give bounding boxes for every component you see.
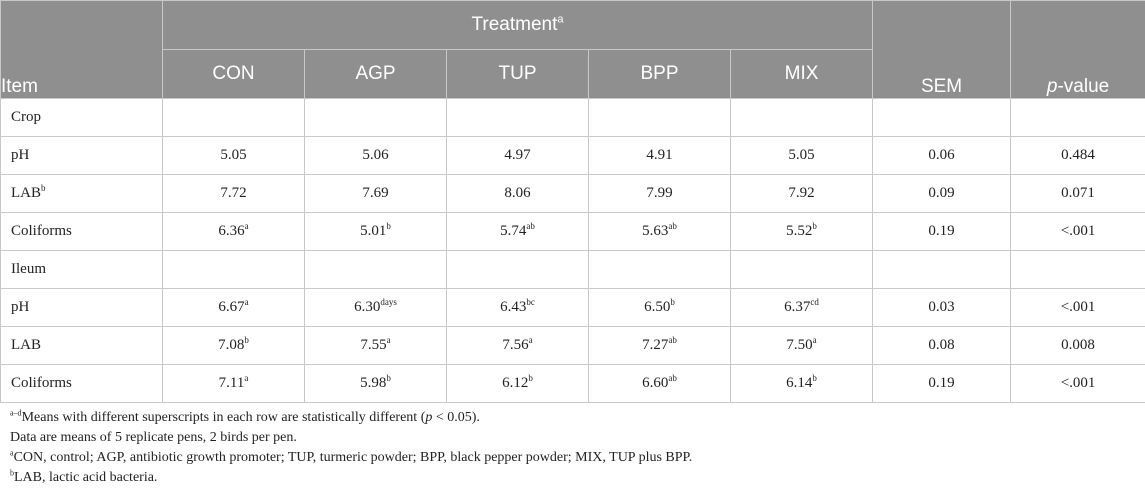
section-label: Ileum bbox=[0, 250, 163, 289]
empty-cell bbox=[872, 250, 1012, 289]
empty-cell bbox=[446, 250, 589, 289]
row-label: Coliforms bbox=[0, 212, 163, 251]
footnote-lab: bLAB, lactic acid bacteria. bbox=[10, 468, 158, 485]
value-cell: 7.56a bbox=[446, 326, 589, 365]
row-label: pH bbox=[0, 136, 163, 175]
value-cell: 7.50a bbox=[729, 326, 874, 365]
header-bpp: BPP bbox=[588, 49, 731, 99]
empty-cell bbox=[588, 98, 731, 137]
value-cell: 5.74ab bbox=[446, 212, 589, 251]
value-cell: 6.36a bbox=[162, 212, 305, 251]
value-cell: 6.67a bbox=[162, 288, 305, 327]
footnote-replicates: Data are means of 5 replicate pens, 2 bi… bbox=[10, 430, 297, 445]
table-row: Coliforms 7.11a 5.98b 6.12b 6.60ab 6.14b 0.19 <… bbox=[0, 364, 1145, 403]
table-body: Crop pH 5.05 5.06 4.97 4.91 5.05 0.06 0.484 LABb 7… bbox=[0, 98, 1145, 403]
pvalue-cell: 0.071 bbox=[1010, 174, 1145, 213]
value-cell: 7.69 bbox=[304, 174, 447, 213]
table-row: pH 6.67a 6.30days 6.43bc 6.50b 6.37cd 0.03 <.00… bbox=[0, 288, 1145, 327]
pvalue-cell: 0.484 bbox=[1010, 136, 1145, 175]
header-sem: SEM bbox=[872, 0, 1012, 99]
header-tup: TUP bbox=[446, 49, 589, 99]
value-cell: 6.50b bbox=[588, 288, 731, 327]
sem-cell: 0.19 bbox=[872, 364, 1012, 403]
row-label: LAB bbox=[0, 326, 163, 365]
empty-cell bbox=[304, 98, 447, 137]
sem-cell: 0.08 bbox=[872, 326, 1012, 365]
empty-cell bbox=[872, 98, 1012, 137]
empty-cell bbox=[162, 98, 305, 137]
value-cell: 4.97 bbox=[446, 136, 589, 175]
value-cell: 6.12b bbox=[446, 364, 589, 403]
header-con: CON bbox=[162, 49, 305, 99]
value-cell: 6.30days bbox=[304, 288, 447, 327]
empty-cell bbox=[1010, 98, 1145, 137]
footnotes: a–dMeans with different superscripts in … bbox=[10, 408, 692, 488]
table-row: LAB 7.08b 7.55a 7.56a 7.27ab 7.50a 0.08 0.008 bbox=[0, 326, 1145, 365]
empty-cell bbox=[446, 98, 589, 137]
header-treatment: Treatmenta bbox=[161, 0, 874, 50]
value-cell: 7.92 bbox=[729, 174, 874, 213]
value-cell: 5.98b bbox=[304, 364, 447, 403]
value-cell: 6.37cd bbox=[729, 288, 874, 327]
table-row: Coliforms 6.36a 5.01b 5.74ab 5.63ab 5.52b 0.19… bbox=[0, 212, 1145, 251]
value-cell: 7.55a bbox=[304, 326, 447, 365]
header-pvalue: p-value bbox=[1010, 0, 1145, 99]
footnote-significance: a–dMeans with different superscripts in … bbox=[10, 408, 480, 425]
row-label: LABb bbox=[0, 174, 163, 213]
header-agp: AGP bbox=[304, 49, 447, 99]
header-mix: MIX bbox=[729, 49, 874, 99]
value-cell: 7.11a bbox=[162, 364, 305, 403]
pvalue-cell: <.001 bbox=[1010, 288, 1145, 327]
value-cell: 5.06 bbox=[304, 136, 447, 175]
sem-cell: 0.03 bbox=[872, 288, 1012, 327]
value-cell: 7.72 bbox=[162, 174, 305, 213]
header-item-label: Item bbox=[1, 76, 38, 97]
value-cell: 5.01b bbox=[304, 212, 447, 251]
section-row: Crop bbox=[0, 98, 1145, 137]
empty-cell bbox=[588, 250, 731, 289]
value-cell: 7.99 bbox=[588, 174, 731, 213]
sem-cell: 0.06 bbox=[872, 136, 1012, 175]
value-cell: 5.63ab bbox=[588, 212, 731, 251]
empty-cell bbox=[162, 250, 305, 289]
empty-cell bbox=[1010, 250, 1145, 289]
pvalue-cell: <.001 bbox=[1010, 212, 1145, 251]
results-table: Item Treatmenta SEM p-value CON AGP TUP … bbox=[0, 0, 1145, 403]
value-cell: 5.05 bbox=[162, 136, 305, 175]
pvalue-cell: 0.008 bbox=[1010, 326, 1145, 365]
value-cell: 8.06 bbox=[446, 174, 589, 213]
value-cell: 5.52b bbox=[729, 212, 874, 251]
value-cell: 6.43bc bbox=[446, 288, 589, 327]
value-cell: 5.05 bbox=[729, 136, 874, 175]
value-cell: 6.60ab bbox=[588, 364, 731, 403]
sem-cell: 0.19 bbox=[872, 212, 1012, 251]
empty-cell bbox=[304, 250, 447, 289]
row-label: Coliforms bbox=[0, 364, 163, 403]
value-cell: 7.27ab bbox=[588, 326, 731, 365]
empty-cell bbox=[729, 250, 874, 289]
header-item: Item bbox=[0, 0, 163, 99]
value-cell: 4.91 bbox=[588, 136, 731, 175]
pvalue-cell: <.001 bbox=[1010, 364, 1145, 403]
sem-cell: 0.09 bbox=[872, 174, 1012, 213]
footnote-abbreviations: aCON, control; AGP, antibiotic growth pr… bbox=[10, 448, 693, 465]
section-row: Ileum bbox=[0, 250, 1145, 289]
empty-cell bbox=[729, 98, 874, 137]
row-label: pH bbox=[0, 288, 163, 327]
value-cell: 6.14b bbox=[729, 364, 874, 403]
value-cell: 7.08b bbox=[162, 326, 305, 365]
table-row: pH 5.05 5.06 4.97 4.91 5.05 0.06 0.484 bbox=[0, 136, 1145, 175]
table-row: LABb 7.72 7.69 8.06 7.99 7.92 0.09 0.071 bbox=[0, 174, 1145, 213]
section-label: Crop bbox=[0, 98, 163, 137]
